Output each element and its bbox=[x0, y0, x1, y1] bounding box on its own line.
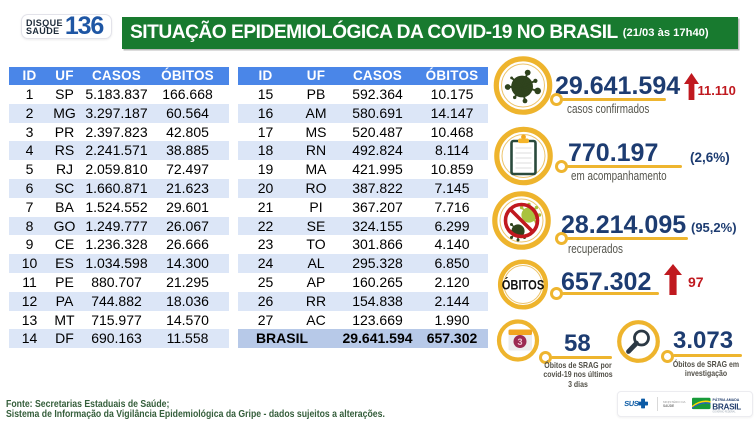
svg-text:GOVERNO FEDERAL: GOVERNO FEDERAL bbox=[713, 411, 737, 414]
svg-text:3: 3 bbox=[517, 337, 522, 347]
svg-text:PÁTRIA AMADA: PÁTRIA AMADA bbox=[713, 397, 740, 402]
svg-text:SAÚDE: SAÚDE bbox=[663, 403, 674, 408]
svg-text:SUS: SUS bbox=[624, 399, 640, 408]
svg-text:MINISTÉRIO DA: MINISTÉRIO DA bbox=[663, 399, 686, 404]
svg-text:ÓBITOS: ÓBITOS bbox=[502, 278, 545, 293]
svg-text:BRASIL: BRASIL bbox=[712, 402, 741, 411]
